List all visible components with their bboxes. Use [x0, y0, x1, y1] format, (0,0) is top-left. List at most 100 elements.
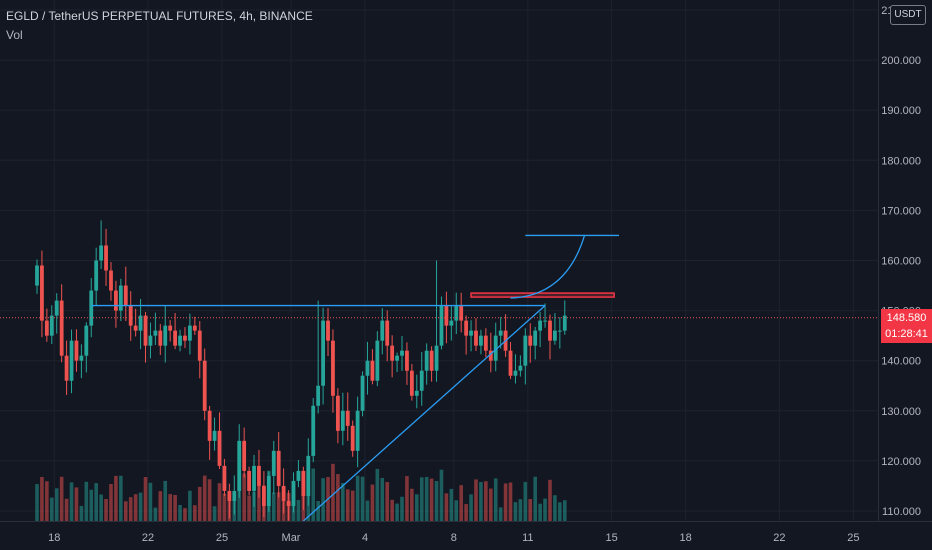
- candle-body: [74, 340, 79, 361]
- candle-body: [385, 320, 390, 346]
- volume-bar: [543, 498, 547, 521]
- candle-body: [133, 325, 138, 331]
- candle-body: [178, 335, 182, 346]
- volume-bar: [464, 504, 468, 521]
- candles: [35, 220, 567, 521]
- candle-body: [252, 465, 256, 491]
- volume-bar: [183, 508, 187, 521]
- volume-bar: [360, 476, 365, 521]
- volume-bar: [271, 492, 276, 521]
- volume-bar: [454, 500, 459, 521]
- volume-bar: [493, 478, 498, 521]
- candle-body: [94, 260, 99, 291]
- candle-body: [266, 475, 271, 506]
- volume-bar: [193, 505, 197, 521]
- volume-bar: [119, 475, 123, 521]
- volume-bar: [35, 484, 39, 521]
- candle-body: [350, 425, 355, 451]
- candle-body: [474, 330, 478, 346]
- candle-body: [345, 410, 350, 426]
- time-tick-label: 8: [451, 532, 457, 544]
- volume-bar: [197, 486, 202, 521]
- volume-bar: [207, 479, 212, 521]
- candle-body: [479, 335, 483, 346]
- candle-body: [247, 470, 251, 491]
- volume-bar: [341, 483, 345, 521]
- volume-bar: [548, 479, 552, 521]
- candle-body: [355, 410, 360, 451]
- candle-body: [533, 330, 538, 346]
- volume-bar: [242, 473, 246, 521]
- volume-bar: [247, 495, 251, 521]
- current-price-value: 148.580: [886, 312, 927, 324]
- candle-body: [138, 315, 143, 331]
- candle-body: [414, 390, 419, 396]
- volume-bar: [558, 502, 562, 521]
- candle-body: [301, 470, 306, 496]
- candle-body: [370, 360, 375, 381]
- volume-bar: [498, 507, 503, 521]
- drawing-breakout-projection: [510, 235, 586, 299]
- candle-body: [429, 350, 434, 371]
- candle-body: [296, 470, 301, 481]
- volume-bar: [469, 494, 473, 521]
- volume-bar: [89, 489, 94, 521]
- volume-bar: [395, 503, 399, 521]
- candle-body: [518, 365, 523, 371]
- volume-bar: [513, 502, 518, 521]
- candle-body: [326, 320, 330, 341]
- volume-bar: [109, 483, 113, 521]
- candle-body: [409, 370, 414, 396]
- currency-button[interactable]: USDT: [890, 5, 926, 25]
- candle-body: [173, 330, 178, 346]
- volume-bar: [410, 488, 414, 521]
- volume-bar: [222, 493, 227, 521]
- candle-body: [380, 320, 385, 341]
- volume-bar: [479, 482, 483, 521]
- volume-bar: [212, 506, 217, 521]
- volume-bar: [503, 483, 508, 521]
- candle-body: [40, 265, 44, 321]
- volume-bar: [434, 480, 439, 521]
- candle-body: [44, 320, 49, 336]
- volume-bar: [40, 477, 44, 521]
- candle-body: [54, 300, 59, 316]
- volume-bar: [508, 482, 513, 521]
- volume-bar: [405, 476, 409, 521]
- volume-bar: [321, 478, 325, 521]
- candle-body: [168, 325, 173, 331]
- time-axis[interactable]: 18 22 25 Mar 4 8 11 15 18 22 25: [0, 521, 932, 545]
- volume-bar: [257, 485, 261, 521]
- volume-bar: [138, 492, 143, 521]
- candle-body: [271, 450, 276, 476]
- candle-body: [69, 340, 74, 381]
- candle-body: [217, 430, 222, 466]
- candle-body: [365, 360, 370, 376]
- volume-bar: [178, 504, 182, 521]
- candle-body: [543, 320, 547, 322]
- candle-body: [335, 395, 340, 431]
- candle-body: [281, 485, 286, 501]
- price-tick-label: 170.000: [881, 205, 921, 217]
- candle-body: [148, 335, 153, 346]
- volume-bar: [296, 499, 301, 521]
- volume-bar: [114, 475, 118, 521]
- candle-body: [390, 345, 395, 361]
- time-tick-label: 11: [522, 532, 533, 544]
- candle-body: [528, 335, 533, 346]
- candle-body: [557, 330, 562, 332]
- candle-body: [143, 315, 148, 346]
- candle-body: [49, 315, 54, 336]
- volume-bar: [415, 494, 419, 521]
- candle-body: [439, 305, 444, 346]
- candle-body: [321, 320, 325, 386]
- candle-body: [109, 270, 113, 291]
- time-tick-label: 22: [142, 532, 154, 544]
- volume-bar: [424, 477, 429, 521]
- candle-body: [400, 350, 404, 356]
- drawing-target-zone: [470, 292, 615, 298]
- candle-body: [286, 500, 291, 506]
- candle-body: [99, 245, 104, 261]
